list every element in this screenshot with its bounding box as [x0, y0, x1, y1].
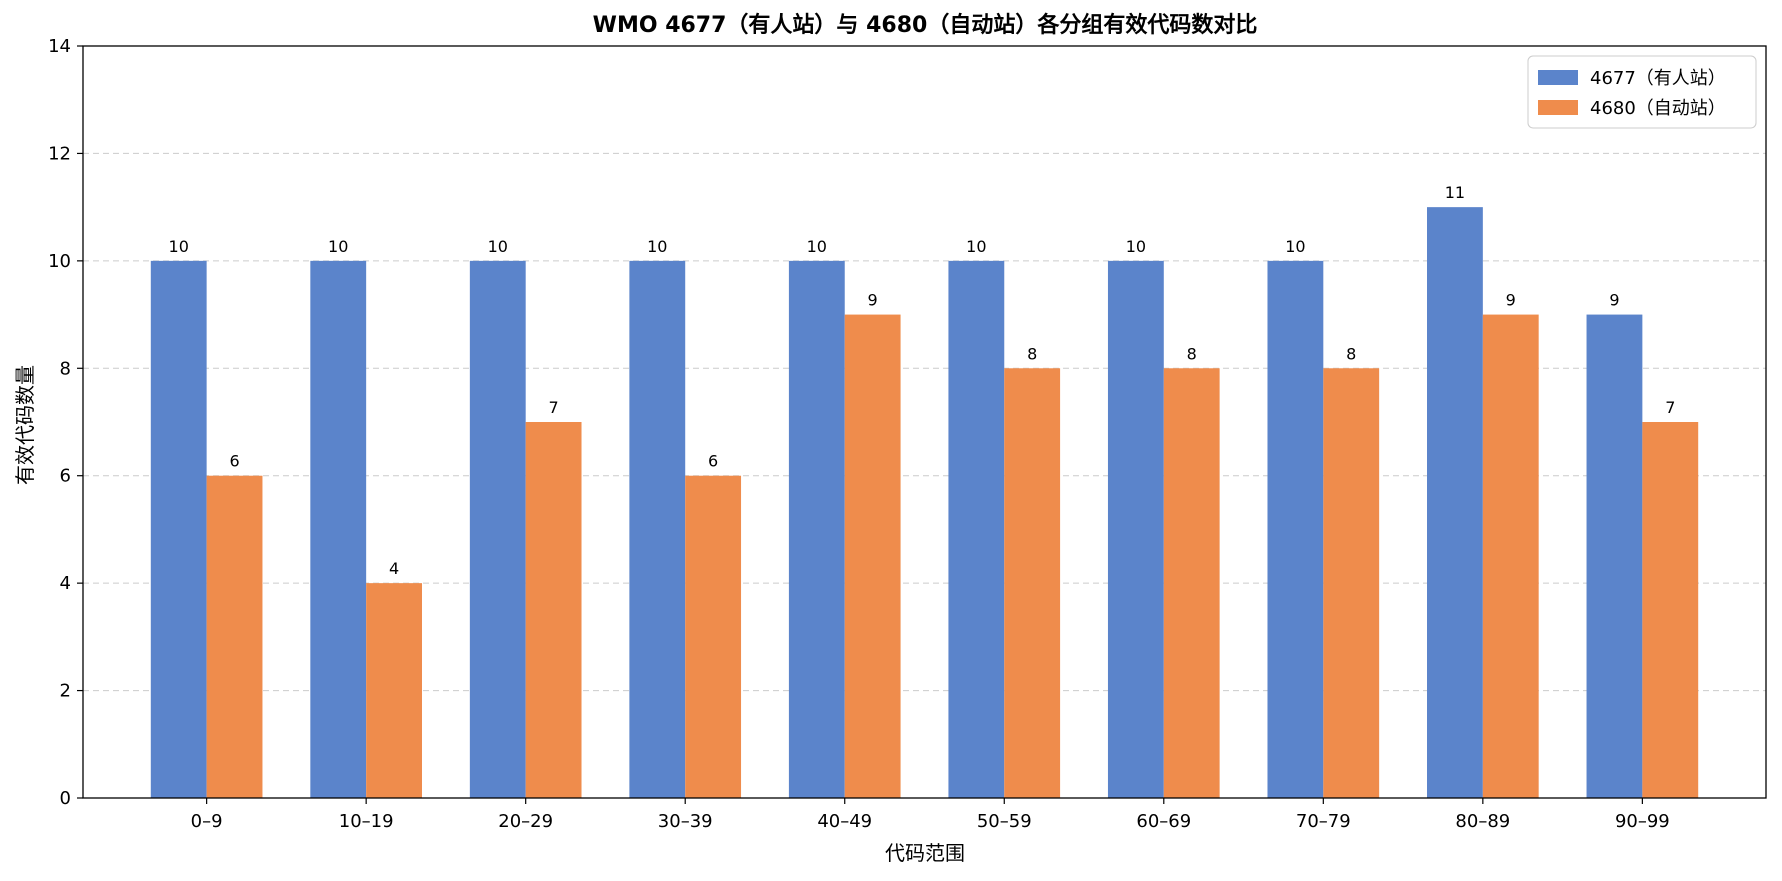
bar-series-a [788, 260, 845, 798]
legend-label: 4677（有人站） [1590, 68, 1726, 89]
bar-series-b [1642, 422, 1699, 798]
axes: 0 2 4 6 8 10 12 14 0–9 10–19 20–29 30–39 40–49 50–59 6… [48, 36, 1767, 832]
x-tick-label: 0–9 [191, 811, 223, 832]
bar-value-labels: 10 6 10 4 10 7 10 6 10 9 10 8 10 8 10 8 11 9 9 7 [169, 183, 1676, 578]
legend-swatch [1538, 100, 1578, 115]
chart-title: WMO 4677（有人站）与 4680（自动站）各分组有效代码数对比 [593, 12, 1258, 38]
legend-label: 4680（自动站） [1590, 98, 1726, 119]
bar-value-label: 10 [328, 237, 348, 256]
y-tick-label: 14 [48, 36, 71, 57]
bar-series-b [366, 583, 422, 798]
bar-series-b [1482, 314, 1539, 798]
plot-frame [82, 45, 1767, 799]
bar-value-label: 10 [488, 237, 508, 256]
bar-series-b [206, 475, 263, 798]
bar-series-a [948, 260, 1005, 798]
bar-series-b [525, 422, 582, 798]
bar-value-label: 6 [708, 452, 718, 471]
bar-value-label: 7 [1665, 398, 1675, 417]
bar-series-a [1586, 314, 1643, 798]
y-tick-label: 0 [60, 788, 71, 809]
x-tick-label: 20–29 [498, 811, 553, 832]
x-tick-label: 70–79 [1296, 811, 1351, 832]
y-tick-label: 8 [60, 358, 71, 379]
bar-value-label: 8 [1187, 344, 1197, 363]
bar-series-a [150, 260, 207, 798]
bar-value-label: 9 [868, 291, 878, 310]
y-tick-label: 10 [48, 251, 71, 272]
bar-series-a [629, 260, 686, 798]
x-tick-label: 30–39 [658, 811, 713, 832]
bar-value-label: 6 [229, 452, 239, 471]
bar-series-b [844, 314, 901, 798]
y-axis-label: 有效代码数量 [13, 365, 37, 485]
bar-value-label: 10 [1126, 237, 1146, 256]
legend-swatch [1538, 70, 1578, 85]
bar-value-label: 10 [1285, 237, 1305, 256]
y-tick-label: 4 [60, 573, 71, 594]
bar-value-label: 10 [169, 237, 189, 256]
y-tick-label: 6 [60, 466, 71, 487]
bar-series-b [685, 475, 742, 798]
x-tick-label: 60–69 [1136, 811, 1191, 832]
legend: 4677（有人站） 4680（自动站） [1527, 55, 1757, 129]
bar-value-label: 10 [807, 237, 827, 256]
x-tick-label: 90–99 [1615, 811, 1670, 832]
bar-value-label: 8 [1027, 344, 1037, 363]
x-tick-label: 80–89 [1455, 811, 1510, 832]
x-tick-label: 50–59 [977, 811, 1032, 832]
bar-value-label: 9 [1609, 291, 1619, 310]
bar-series-b [1004, 368, 1061, 798]
bar-series-a [1267, 260, 1324, 798]
bar-series-a [1107, 260, 1164, 798]
y-tick-label: 12 [48, 143, 71, 164]
bar-series-a [310, 260, 367, 798]
bar-series-b [1323, 368, 1380, 798]
bar-series-a [1427, 207, 1483, 799]
bar-value-label: 7 [549, 398, 559, 417]
x-tick-label: 10–19 [339, 811, 394, 832]
bar-series-b [1163, 368, 1220, 798]
bar-value-label: 8 [1346, 344, 1356, 363]
x-axis-label: 代码范围 [885, 841, 965, 865]
bar-value-label: 11 [1445, 183, 1465, 202]
bar-value-label: 4 [389, 559, 399, 578]
x-tick-label: 40–49 [817, 811, 872, 832]
bar-value-label: 9 [1506, 291, 1516, 310]
bar-series-a [469, 260, 526, 798]
y-tick-label: 2 [60, 681, 71, 702]
bar-value-label: 10 [647, 237, 667, 256]
bar-value-label: 10 [966, 237, 986, 256]
legend-box [1527, 55, 1757, 129]
bars [150, 207, 1699, 799]
